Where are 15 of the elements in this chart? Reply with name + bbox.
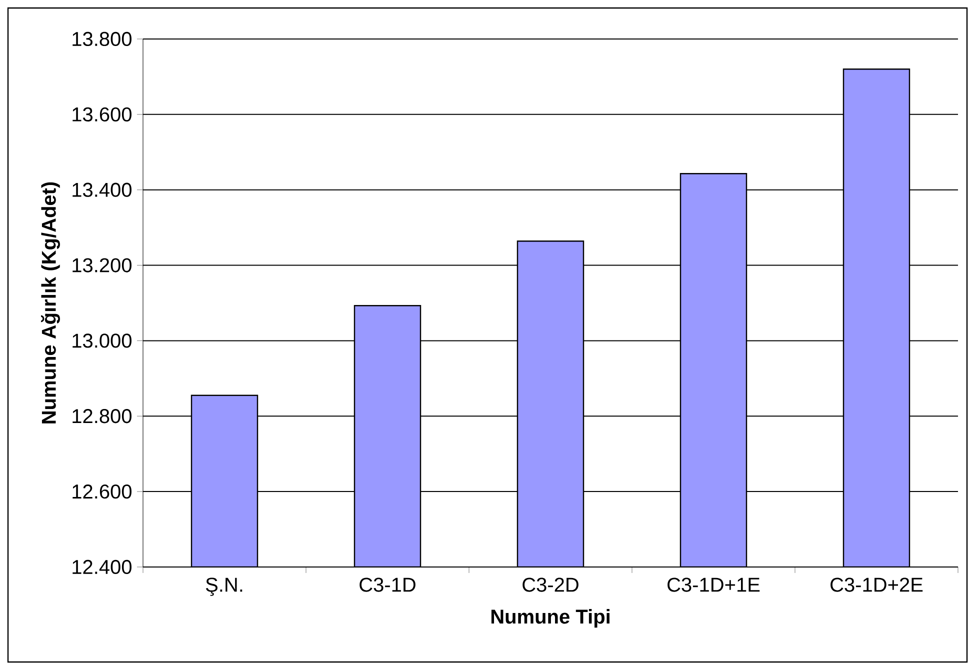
y-tick-label: 12.400 [72, 560, 132, 574]
y-tick-label: 12.800 [72, 409, 132, 424]
y-tick-label: 13.800 [72, 32, 132, 46]
y-tick-label: 13.600 [72, 107, 132, 122]
x-tick-label: C3-2D [522, 578, 578, 592]
x-tick-label: C3-1D [360, 578, 416, 592]
x-tick-label: Ş.N. [206, 578, 242, 596]
x-axis-title: Numune Tipi [491, 609, 610, 628]
y-tick-label: 12.600 [72, 484, 132, 499]
y-axis-title: Numune Ağırlık (Kg/Adet) [41, 182, 60, 424]
y-tick-label: 13.000 [72, 334, 132, 348]
x-tick-label: C3-1D+1E [668, 578, 760, 592]
y-tick-label: 13.400 [72, 182, 132, 197]
x-tick-label: C3-1D+2E [830, 578, 923, 592]
y-tick-label: 13.200 [72, 258, 132, 272]
